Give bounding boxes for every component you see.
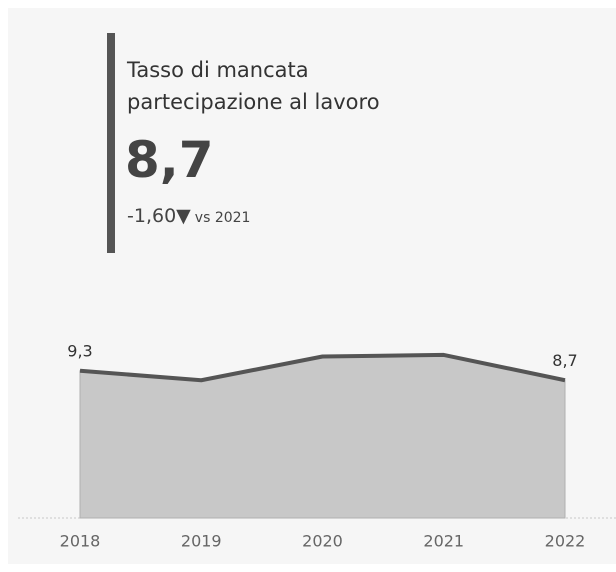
delta-value: -1,60 — [127, 205, 177, 227]
data-label: 9,3 — [67, 341, 92, 360]
delta-reference: vs 2021 — [194, 210, 251, 226]
data-label: 8,7 — [552, 351, 577, 370]
kpi-title: Tasso di mancata partecipazione al lavor… — [127, 58, 380, 114]
delta-symbol: ▼ — [176, 205, 191, 227]
x-tick-label: 2021 — [423, 532, 464, 551]
x-tick-label: 2019 — [181, 532, 222, 551]
x-tick-label: 2022 — [545, 532, 586, 551]
area — [79, 354, 566, 519]
accent-bar — [107, 33, 115, 253]
line — [79, 352, 566, 383]
x-tick-label: 2018 — [60, 532, 101, 551]
kpi-delta: -1,60▼ vs 2021 — [127, 202, 250, 232]
x-tick-label: 2020 — [302, 532, 343, 551]
kpi-value: 8,7 — [125, 131, 214, 189]
